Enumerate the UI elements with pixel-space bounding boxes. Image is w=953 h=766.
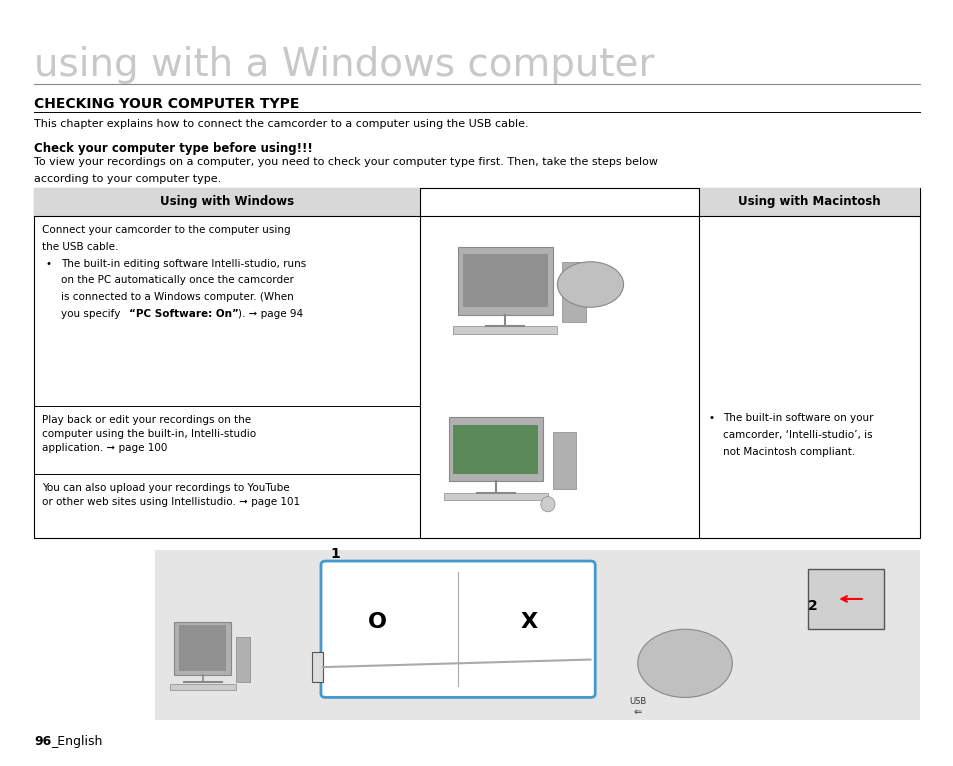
Text: Connect your camcorder to the computer using: Connect your camcorder to the computer u… <box>42 225 291 235</box>
Text: according to your computer type.: according to your computer type. <box>34 174 221 184</box>
Bar <box>462 254 547 307</box>
Text: the USB cable.: the USB cable. <box>42 242 118 252</box>
Bar <box>170 684 235 690</box>
Bar <box>457 247 552 315</box>
Bar <box>312 652 322 683</box>
Bar <box>448 417 542 482</box>
Bar <box>443 493 547 500</box>
Text: ). ➞ page 94: ). ➞ page 94 <box>237 309 302 319</box>
Bar <box>453 326 557 334</box>
Bar <box>34 188 919 538</box>
Bar <box>699 188 919 216</box>
Text: on the PC automatically once the camcorder: on the PC automatically once the camcord… <box>61 276 294 286</box>
Text: not Macintosh compliant.: not Macintosh compliant. <box>722 447 854 457</box>
Bar <box>552 432 576 489</box>
FancyBboxPatch shape <box>320 561 595 697</box>
Text: USB: USB <box>628 697 646 706</box>
Text: “PC Software: On”: “PC Software: On” <box>129 309 238 319</box>
Text: ⇐: ⇐ <box>633 706 641 716</box>
Text: _English: _English <box>51 735 103 748</box>
Text: X: X <box>520 612 537 632</box>
FancyBboxPatch shape <box>807 568 882 629</box>
Text: Using with Windows: Using with Windows <box>160 195 294 208</box>
Bar <box>155 550 919 720</box>
Ellipse shape <box>540 496 555 512</box>
Text: Check your computer type before using!!!: Check your computer type before using!!! <box>34 142 313 155</box>
Bar <box>453 424 537 474</box>
Text: you specify: you specify <box>61 309 123 319</box>
Text: using with a Windows computer: using with a Windows computer <box>34 46 655 83</box>
Text: This chapter explains how to connect the camcorder to a computer using the USB c: This chapter explains how to connect the… <box>34 119 529 129</box>
Text: 1: 1 <box>330 547 340 561</box>
Bar <box>235 637 250 683</box>
Ellipse shape <box>638 629 732 697</box>
Bar <box>179 626 226 671</box>
Text: 96: 96 <box>34 735 51 748</box>
Text: CHECKING YOUR COMPUTER TYPE: CHECKING YOUR COMPUTER TYPE <box>34 97 299 110</box>
Text: 2: 2 <box>807 599 817 613</box>
Text: •: • <box>708 414 714 424</box>
Text: To view your recordings on a computer, you need to check your computer type firs: To view your recordings on a computer, y… <box>34 157 658 167</box>
Ellipse shape <box>557 262 623 307</box>
Text: The built-in editing software Intelli-studio, runs: The built-in editing software Intelli-st… <box>61 259 306 269</box>
Bar <box>34 188 420 216</box>
Text: O: O <box>368 612 387 632</box>
Text: You can also upload your recordings to YouTube
or other web sites using Intellis: You can also upload your recordings to Y… <box>42 483 300 507</box>
Text: Using with Macintosh: Using with Macintosh <box>738 195 880 208</box>
Text: is connected to a Windows computer. (When: is connected to a Windows computer. (Whe… <box>61 292 294 302</box>
Text: •: • <box>46 259 51 269</box>
Bar <box>174 622 231 675</box>
Text: camcorder, ‘Intelli-studio’, is: camcorder, ‘Intelli-studio’, is <box>722 430 872 440</box>
Text: Play back or edit your recordings on the
computer using the built-in, Intelli-st: Play back or edit your recordings on the… <box>42 415 255 453</box>
Bar <box>561 262 585 322</box>
Text: The built-in software on your: The built-in software on your <box>722 414 872 424</box>
